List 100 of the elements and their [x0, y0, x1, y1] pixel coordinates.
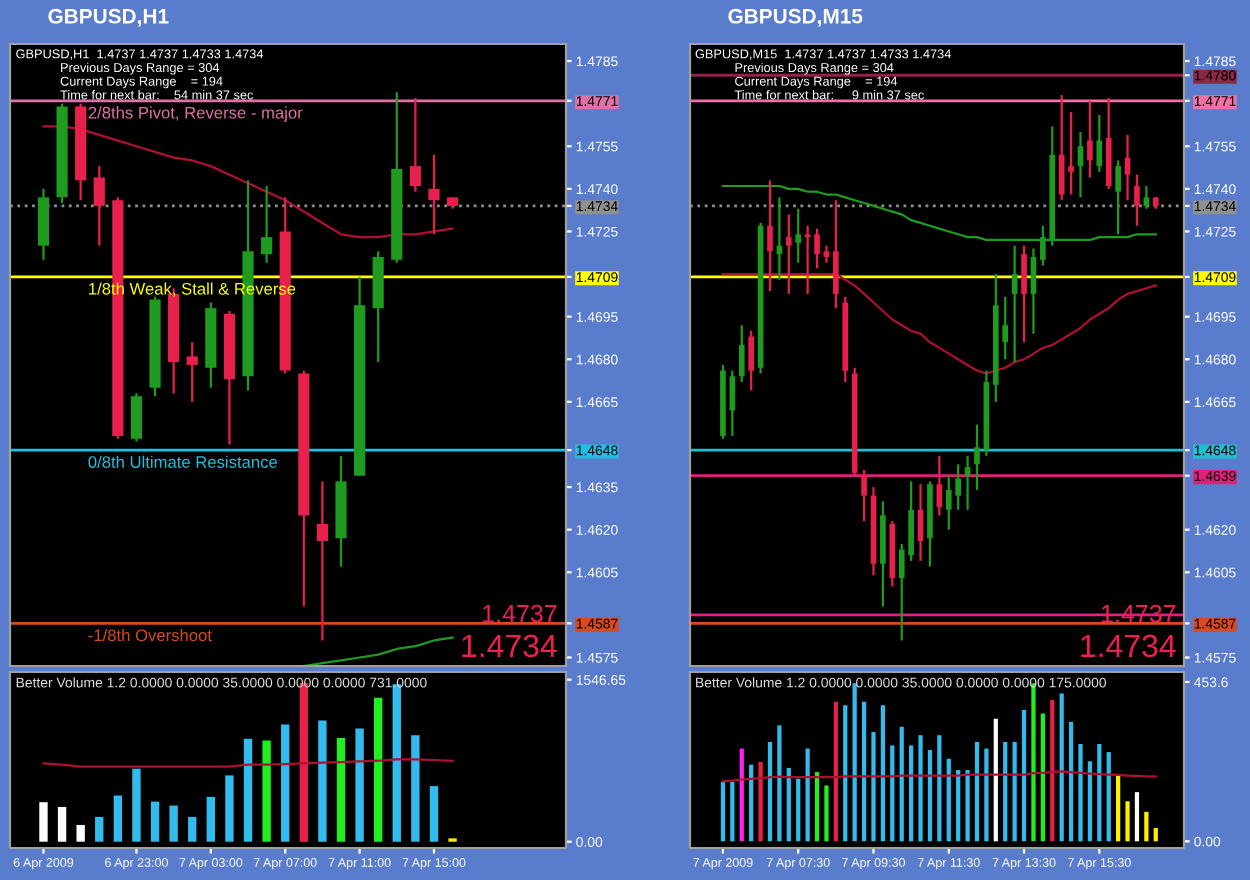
bar: [730, 781, 735, 842]
bar: [796, 778, 801, 842]
bar: [993, 718, 998, 842]
bar: [758, 761, 763, 842]
candlestick: [795, 207, 802, 264]
bar: [974, 741, 980, 842]
bar: [1040, 713, 1045, 842]
bar: [843, 705, 848, 842]
bar: [411, 735, 420, 842]
candlestick: [1143, 184, 1150, 210]
bar: [281, 724, 290, 842]
candlestick: [316, 480, 328, 642]
bar: [243, 738, 253, 842]
bar: [95, 816, 104, 842]
bar: [833, 701, 838, 842]
bar: [113, 795, 123, 842]
bar: [206, 796, 216, 842]
bar: [392, 684, 401, 842]
bar: [1125, 801, 1130, 842]
bar: [57, 806, 67, 842]
bar: [1078, 744, 1083, 842]
annotation: 1.4734: [1081, 634, 1176, 658]
bar: [956, 770, 961, 842]
bar: [814, 772, 820, 842]
bar: [824, 785, 829, 842]
line-series: [42, 125, 454, 239]
candlestick: [409, 96, 421, 193]
bar: [965, 770, 970, 842]
candlestick: [861, 468, 867, 523]
candlestick: [964, 454, 971, 511]
candlestick: [428, 153, 440, 236]
bar: [984, 748, 989, 842]
bar: [777, 725, 782, 842]
ref-line-label: 0/8th Ultimate Resistance: [88, 455, 277, 468]
bar: [132, 768, 141, 842]
candlestick: [186, 341, 198, 403]
bar: [871, 732, 876, 842]
bar: [355, 728, 364, 842]
ref-line-label: -1/8th Overshoot: [88, 628, 212, 642]
chart-title: GBPUSD,H1: [48, 8, 169, 27]
candlestick: [833, 199, 839, 310]
bar: [899, 726, 904, 842]
bar: [1068, 721, 1074, 842]
text: 1.4734: [462, 634, 557, 658]
bar: [937, 735, 942, 842]
bar: [1153, 827, 1158, 842]
bar: [262, 740, 271, 842]
bar: [909, 745, 914, 842]
text: 1.4737: [483, 604, 557, 623]
bar: [374, 697, 383, 842]
bar: [1003, 741, 1008, 842]
bar: [1106, 752, 1111, 842]
bar: [336, 737, 346, 842]
bar: [76, 824, 85, 842]
candlestick: [974, 423, 980, 492]
bar: [749, 764, 754, 842]
candlestick: [261, 184, 273, 264]
bar: [918, 735, 923, 842]
candlestick: [1096, 113, 1103, 173]
bar: [739, 748, 744, 842]
bar: [150, 801, 160, 842]
bar: [1012, 741, 1017, 842]
candlestick: [738, 324, 745, 384]
bar: [890, 745, 895, 842]
bar: [1087, 761, 1093, 842]
bar: [1144, 811, 1149, 842]
candlestick: [936, 454, 943, 517]
bar: [946, 758, 951, 842]
candlestick: [785, 213, 792, 296]
ref-line-label: 2/8ths Pivot, Reverse - major: [88, 106, 303, 122]
bar: [861, 701, 867, 842]
candlestick: [748, 329, 754, 392]
bar: [880, 705, 886, 842]
candlestick: [1087, 99, 1093, 179]
bar: [225, 775, 234, 842]
candlestick: [814, 227, 820, 270]
bar: [852, 683, 857, 842]
candlestick: [1021, 244, 1027, 344]
candlestick: [804, 224, 811, 296]
bar: [720, 781, 726, 842]
bar: [39, 802, 48, 842]
candlestick: [767, 179, 773, 293]
bar: [1021, 709, 1027, 842]
candlestick: [93, 165, 105, 247]
bar: [318, 720, 327, 842]
bar: [429, 786, 439, 842]
bar: [1050, 700, 1055, 842]
bar: [1116, 775, 1121, 842]
bar: [169, 805, 178, 842]
bar: [767, 741, 773, 842]
chart-title: GBPUSD,M15: [728, 8, 863, 27]
bar: [1134, 792, 1140, 842]
line-series: [302, 636, 454, 666]
candlestick: [1134, 173, 1140, 227]
candlestick: [1068, 111, 1074, 196]
bar: [1097, 744, 1102, 842]
bar: [786, 767, 791, 842]
candlestick: [130, 392, 143, 443]
bar: [927, 749, 933, 842]
bar: [1059, 693, 1064, 842]
